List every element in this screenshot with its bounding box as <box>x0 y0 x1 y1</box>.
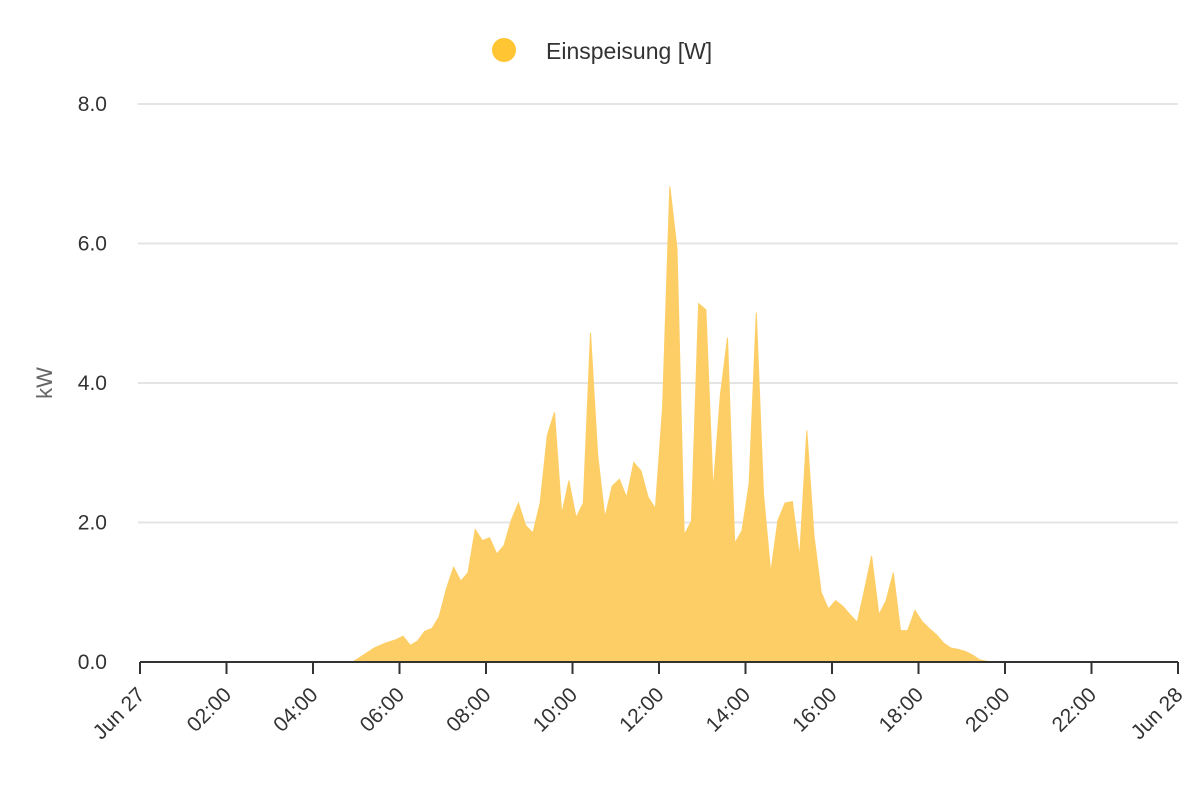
series-area <box>140 186 1178 663</box>
grid-lines <box>138 103 1178 524</box>
y-tick-label: 0.0 <box>78 651 107 674</box>
x-tick-label: 06:00 <box>356 683 409 736</box>
y-tick-label: 4.0 <box>78 372 107 395</box>
x-tick-label: 18:00 <box>875 683 928 736</box>
y-axis-title: kW <box>32 367 57 399</box>
legend[interactable]: Einspeisung [W] <box>492 38 712 64</box>
y-tick-label: 8.0 <box>78 93 107 116</box>
y-axis-ticks: 0.0 2.0 4.0 6.0 8.0 <box>78 93 107 674</box>
x-tick-label: 02:00 <box>183 683 236 736</box>
x-tick-label: 20:00 <box>961 683 1014 736</box>
y-tick-label: 6.0 <box>78 233 107 256</box>
x-tick-label: 16:00 <box>788 683 841 736</box>
x-tick-label: Jun 27 <box>89 683 150 744</box>
x-tick-label: 10:00 <box>529 683 582 736</box>
x-tick-label: 08:00 <box>442 683 495 736</box>
y-tick-label: 2.0 <box>78 512 107 535</box>
x-tick-label: 22:00 <box>1048 683 1101 736</box>
legend-label: Einspeisung [W] <box>546 38 712 64</box>
series-line <box>140 186 1178 663</box>
legend-marker <box>492 38 516 62</box>
x-tick-label: 12:00 <box>615 683 668 736</box>
x-tick-label: 14:00 <box>702 683 755 736</box>
series-area-fill[interactable] <box>140 186 1178 663</box>
x-tick-label: Jun 28 <box>1127 683 1188 744</box>
x-axis: Jun 27 02:00 04:00 06:00 08:00 10:00 12:00 14:0… <box>89 661 1188 744</box>
x-tick-label: 04:00 <box>269 683 322 736</box>
